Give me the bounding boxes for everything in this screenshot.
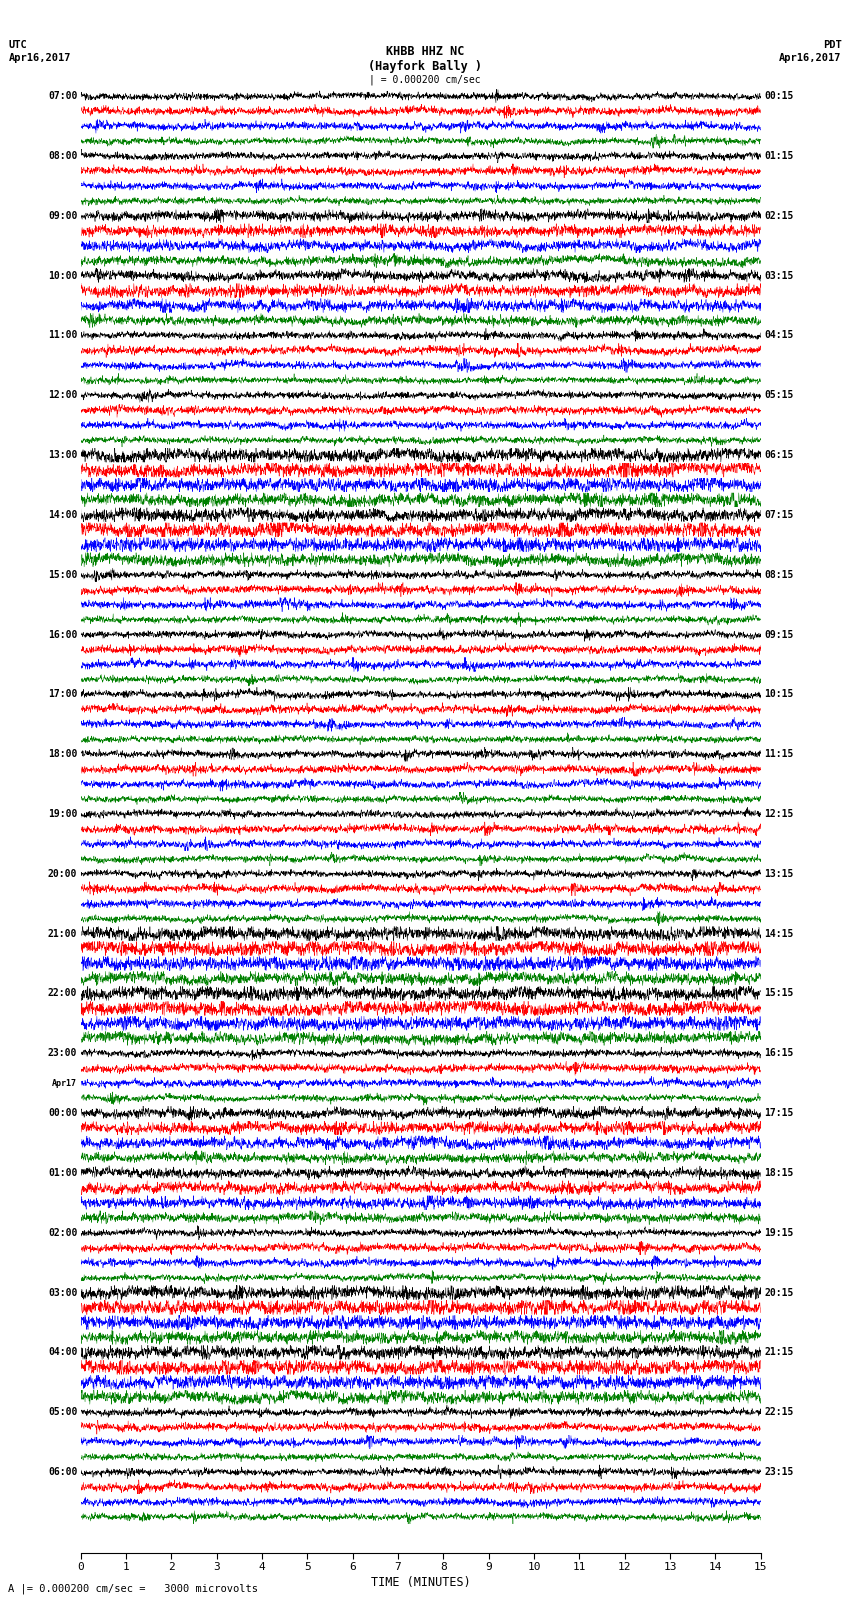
Text: 15:15: 15:15 [764,989,794,998]
Text: 09:15: 09:15 [764,629,794,639]
Text: 19:15: 19:15 [764,1227,794,1237]
Text: 23:15: 23:15 [764,1466,794,1478]
Text: 22:00: 22:00 [48,989,77,998]
Text: 23:00: 23:00 [48,1048,77,1058]
Text: 06:15: 06:15 [764,450,794,460]
Text: 12:00: 12:00 [48,390,77,400]
Text: 12:15: 12:15 [764,810,794,819]
Text: 11:15: 11:15 [764,748,794,760]
Text: 18:00: 18:00 [48,748,77,760]
Text: 00:00: 00:00 [48,1108,77,1118]
Text: 01:00: 01:00 [48,1168,77,1177]
Text: 06:00: 06:00 [48,1466,77,1478]
Text: A |= 0.000200 cm/sec =   3000 microvolts: A |= 0.000200 cm/sec = 3000 microvolts [8,1582,258,1594]
Text: 11:00: 11:00 [48,331,77,340]
Text: 10:00: 10:00 [48,271,77,281]
Text: 01:15: 01:15 [764,152,794,161]
Text: Apr17: Apr17 [53,1079,77,1087]
X-axis label: TIME (MINUTES): TIME (MINUTES) [371,1576,471,1589]
Text: 08:15: 08:15 [764,569,794,579]
Text: 19:00: 19:00 [48,810,77,819]
Text: 20:00: 20:00 [48,869,77,879]
Text: Apr16,2017: Apr16,2017 [779,53,842,63]
Text: 14:15: 14:15 [764,929,794,939]
Text: 20:15: 20:15 [764,1287,794,1297]
Text: 17:00: 17:00 [48,689,77,700]
Text: 13:00: 13:00 [48,450,77,460]
Text: 13:15: 13:15 [764,869,794,879]
Text: 16:15: 16:15 [764,1048,794,1058]
Text: 18:15: 18:15 [764,1168,794,1177]
Text: 21:15: 21:15 [764,1347,794,1357]
Text: 03:00: 03:00 [48,1287,77,1297]
Text: 00:15: 00:15 [764,92,794,102]
Text: 04:00: 04:00 [48,1347,77,1357]
Text: Apr16,2017: Apr16,2017 [8,53,71,63]
Text: PDT: PDT [823,40,842,50]
Text: 17:15: 17:15 [764,1108,794,1118]
Text: 05:00: 05:00 [48,1407,77,1418]
Text: 02:15: 02:15 [764,211,794,221]
Text: 08:00: 08:00 [48,152,77,161]
Text: KHBB HHZ NC: KHBB HHZ NC [386,45,464,58]
Text: 16:00: 16:00 [48,629,77,639]
Text: 05:15: 05:15 [764,390,794,400]
Text: UTC: UTC [8,40,27,50]
Text: 02:00: 02:00 [48,1227,77,1237]
Text: (Hayfork Bally ): (Hayfork Bally ) [368,60,482,73]
Text: 04:15: 04:15 [764,331,794,340]
Text: 07:15: 07:15 [764,510,794,519]
Text: 15:00: 15:00 [48,569,77,579]
Text: | = 0.000200 cm/sec: | = 0.000200 cm/sec [369,74,481,85]
Text: 21:00: 21:00 [48,929,77,939]
Text: 22:15: 22:15 [764,1407,794,1418]
Text: 14:00: 14:00 [48,510,77,519]
Text: 07:00: 07:00 [48,92,77,102]
Text: 09:00: 09:00 [48,211,77,221]
Text: 03:15: 03:15 [764,271,794,281]
Text: 10:15: 10:15 [764,689,794,700]
